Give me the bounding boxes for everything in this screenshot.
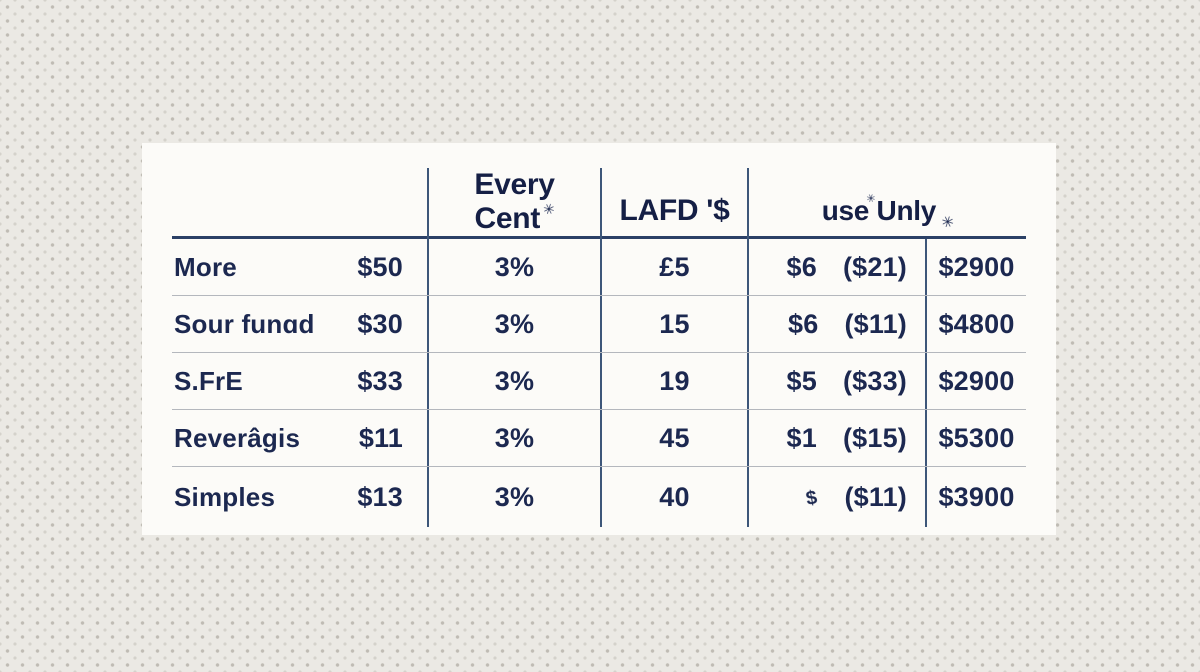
row-percent: 3%: [427, 467, 600, 527]
fee-note: ($15): [842, 422, 907, 453]
header-use-only-label: use Unly: [821, 195, 937, 226]
header-lafd: LAFD '$: [600, 168, 747, 240]
row-amount: $33: [357, 365, 403, 396]
header-every-cent: Every Cent✳: [427, 168, 600, 240]
row-lafd-value: 15: [600, 296, 747, 352]
scribbled-dollar-icon: $: [804, 484, 820, 509]
row-lafd-value: 40: [600, 467, 747, 527]
fee-note: ($11): [844, 481, 907, 512]
fee-value: $5: [786, 365, 817, 396]
table-row: Simples $13 3% 40 $ ($11) $3900: [172, 467, 1026, 527]
ink-blot-icon: ✳: [540, 199, 557, 219]
row-fee: $ ($11): [747, 467, 925, 527]
header-spacer: [172, 143, 427, 240]
row-total: $3900: [925, 467, 1026, 527]
fee-note: ($11): [844, 308, 907, 339]
header-every-cent-line2: Cent: [474, 202, 541, 235]
fee-note: ($21): [842, 251, 907, 282]
fee-value: $6: [786, 251, 817, 282]
row-total: $2900: [925, 353, 1026, 409]
row-fee: $5 ($33): [747, 353, 925, 409]
row-percent: 3%: [427, 410, 600, 466]
table-row: Sour funɑd $30 3% 15 $6 ($11) $4800: [172, 296, 1026, 353]
row-total: $4800: [925, 296, 1026, 352]
row-fee: $6 ($21): [747, 239, 925, 295]
row-total: $5300: [925, 410, 1026, 466]
row-percent: 3%: [427, 353, 600, 409]
row-lafd-value: 19: [600, 353, 747, 409]
header-every-cent-line1: Every: [474, 168, 555, 201]
row-label: Simples: [174, 481, 276, 512]
ink-blot-icon: ✳: [938, 212, 956, 233]
table-header-row: Every Cent✳ LAFD '$ ✳ use Unly ✳: [172, 143, 1026, 240]
row-label: More: [174, 251, 237, 282]
row-amount: $11: [358, 422, 403, 453]
table-row: S.FrE $33 3% 19 $5 ($33) $2900: [172, 353, 1026, 410]
row-amount: $50: [357, 251, 403, 282]
fee-value: $1: [786, 422, 817, 453]
fee-note: ($33): [842, 365, 907, 396]
row-fee: $1 ($15): [747, 410, 925, 466]
row-fee: $6 ($11): [747, 296, 925, 352]
table-row: More $50 3% £5 $6 ($21) $2900: [172, 239, 1026, 296]
fee-value: $6: [788, 308, 819, 339]
table-row: Reverâgis $11 3% 45 $1 ($15) $5300: [172, 410, 1026, 467]
row-label: Reverâgis: [174, 422, 301, 453]
row-lafd-value: £5: [600, 239, 747, 295]
row-percent: 3%: [427, 239, 600, 295]
row-percent: 3%: [427, 296, 600, 352]
row-total: $2900: [925, 239, 1026, 295]
header-use-only: ✳ use Unly ✳: [747, 168, 1026, 240]
row-label: S.FrE: [174, 365, 243, 396]
row-label: Sour funɑd: [174, 308, 315, 339]
row-amount: $30: [357, 308, 403, 339]
row-amount: $13: [357, 481, 403, 512]
header-lafd-label: LAFD '$: [619, 194, 730, 227]
data-table-card: Every Cent✳ LAFD '$ ✳ use Unly ✳ More $5…: [142, 143, 1056, 535]
row-lafd-value: 45: [600, 410, 747, 466]
